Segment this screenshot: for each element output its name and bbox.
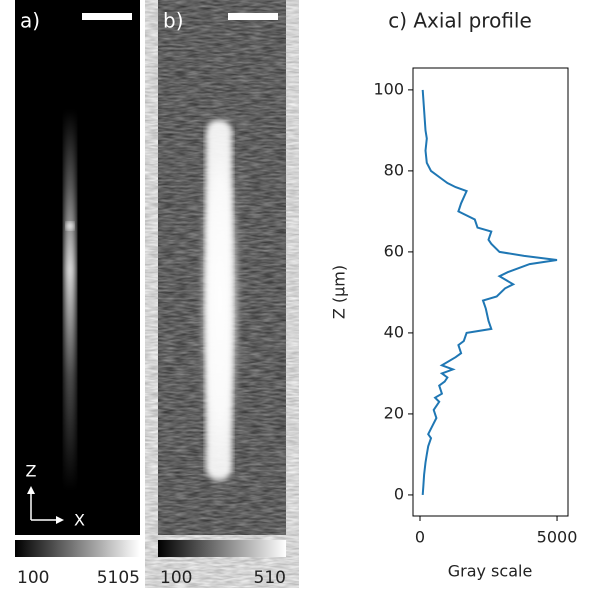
x-tick-label: 0 xyxy=(415,528,425,547)
y-tick-label: 60 xyxy=(384,241,404,260)
chart-title: c) Axial profile xyxy=(388,9,532,33)
y-tick-label: 0 xyxy=(394,484,404,503)
arrow-head xyxy=(56,516,64,524)
scale-bar xyxy=(82,13,132,20)
colorbar xyxy=(158,540,286,557)
colorbar-tick-label: 100 xyxy=(17,568,49,588)
colorbar xyxy=(15,540,140,557)
y-tick-label: 40 xyxy=(384,322,404,341)
x-axis-label: Gray scale xyxy=(448,562,533,581)
y-tick-label: 100 xyxy=(373,79,404,98)
scale-bar xyxy=(228,13,278,20)
colorbar-tick-label: 5105 xyxy=(97,568,140,588)
panel-label: b) xyxy=(163,9,184,33)
colorbar-tick-label: 100 xyxy=(160,568,192,588)
panel-b: b) xyxy=(158,0,286,557)
arrow-head xyxy=(27,486,35,494)
y-tick-label: 20 xyxy=(384,403,404,422)
arrow-label: Z xyxy=(26,462,37,481)
y-axis-label: Z (μm) xyxy=(330,265,349,319)
x-tick-label: 5000 xyxy=(537,528,578,547)
colorbar-tick-label: 510 xyxy=(254,568,286,588)
y-tick-label: 80 xyxy=(384,160,404,179)
psf-streak xyxy=(64,110,76,490)
profile-line xyxy=(421,89,558,495)
panel-a: a) Z X xyxy=(15,0,140,557)
arrow-label: X xyxy=(74,511,85,530)
plot-frame xyxy=(412,67,569,517)
image-a xyxy=(15,0,140,535)
psf-peak xyxy=(66,222,74,230)
panel-label: a) xyxy=(20,9,40,33)
psf-core xyxy=(206,120,232,480)
